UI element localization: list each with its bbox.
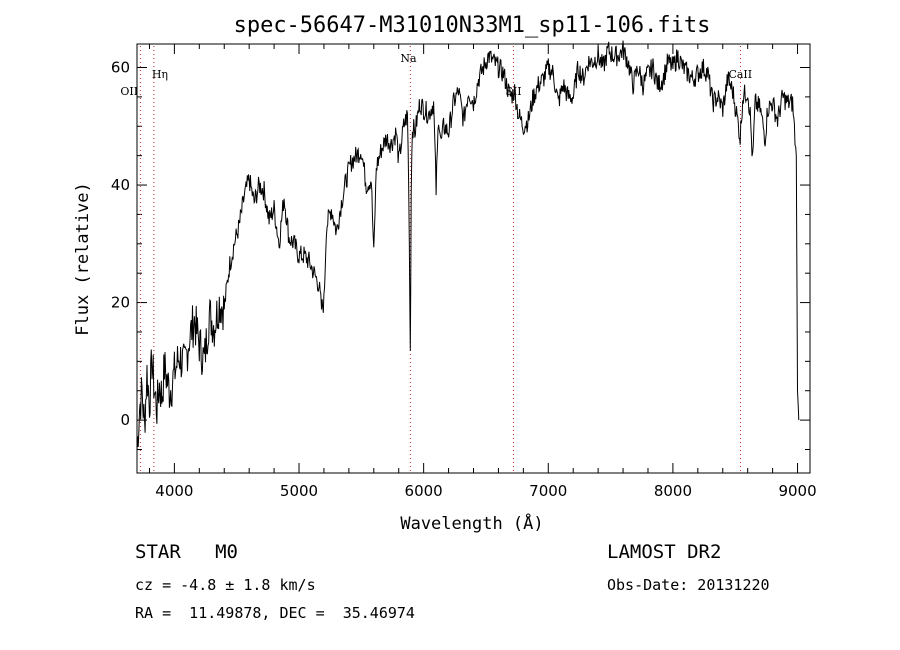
class-value: STAR [135,541,181,563]
line-marker-label: Hη [152,68,168,81]
x-axis-label: Wavelength (Å) [400,512,543,534]
x-tick-label: 4000 [155,482,193,500]
x-tick-label: 9000 [778,482,816,500]
axis-ticks: 4000 5000 6000 7000 8000 9000 0 20 40 60 [111,44,817,500]
spectrum-line [136,40,800,450]
line-marker-label: CaII [728,68,752,81]
chart-title: spec-56647-M31010N33M1_sp11-106.fits [234,13,711,38]
y-tick-label: 40 [111,176,130,194]
y-tick-label: 0 [120,411,130,429]
subclass-value: M0 [215,541,238,563]
coordinates: RA = 11.49878, DEC = 35.46974 [135,604,415,622]
x-tick-label: 5000 [280,482,318,500]
line-marker-label: OII [120,85,138,98]
x-tick-label: 8000 [654,482,692,500]
observation-date: Obs-Date: 20131220 [607,576,770,594]
x-tick-label: 6000 [405,482,443,500]
x-tick-label: 7000 [529,482,567,500]
y-tick-label: 20 [111,294,130,312]
survey-name: LAMOST DR2 [607,541,722,563]
object-class: STAR M0 [135,541,238,563]
y-axis-label: Flux (relative) [73,182,93,336]
y-tick-label: 60 [111,59,130,77]
redshift-velocity: cz = -4.8 ± 1.8 km/s [135,576,316,594]
line-marker-label: Na [400,52,417,65]
